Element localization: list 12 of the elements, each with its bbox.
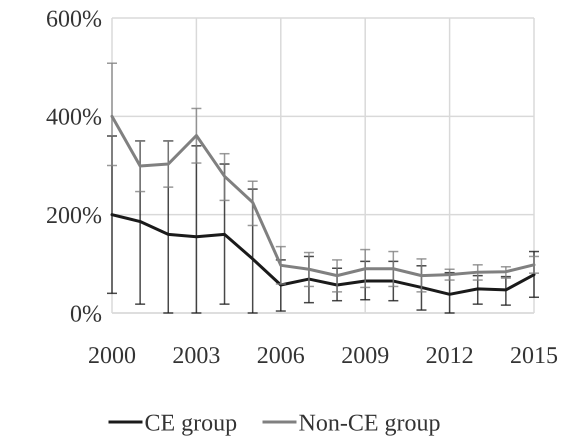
y-tick-label: 400% bbox=[46, 104, 102, 131]
y-tick-label: 0% bbox=[70, 301, 102, 328]
x-tick-label: 2003 bbox=[172, 343, 220, 369]
legend-label: Non-CE group bbox=[298, 410, 440, 436]
x-tick-label: 2012 bbox=[426, 343, 474, 369]
x-tick-label: 2015 bbox=[510, 343, 558, 369]
x-tick-label: 2009 bbox=[341, 343, 390, 369]
y-tick-label: 600% bbox=[46, 6, 102, 32]
y-tick-label: 200% bbox=[46, 203, 102, 230]
x-tick-label: 2006 bbox=[256, 343, 305, 369]
legend-label: CE group bbox=[144, 410, 238, 436]
x-tick-label: 2000 bbox=[88, 343, 136, 369]
